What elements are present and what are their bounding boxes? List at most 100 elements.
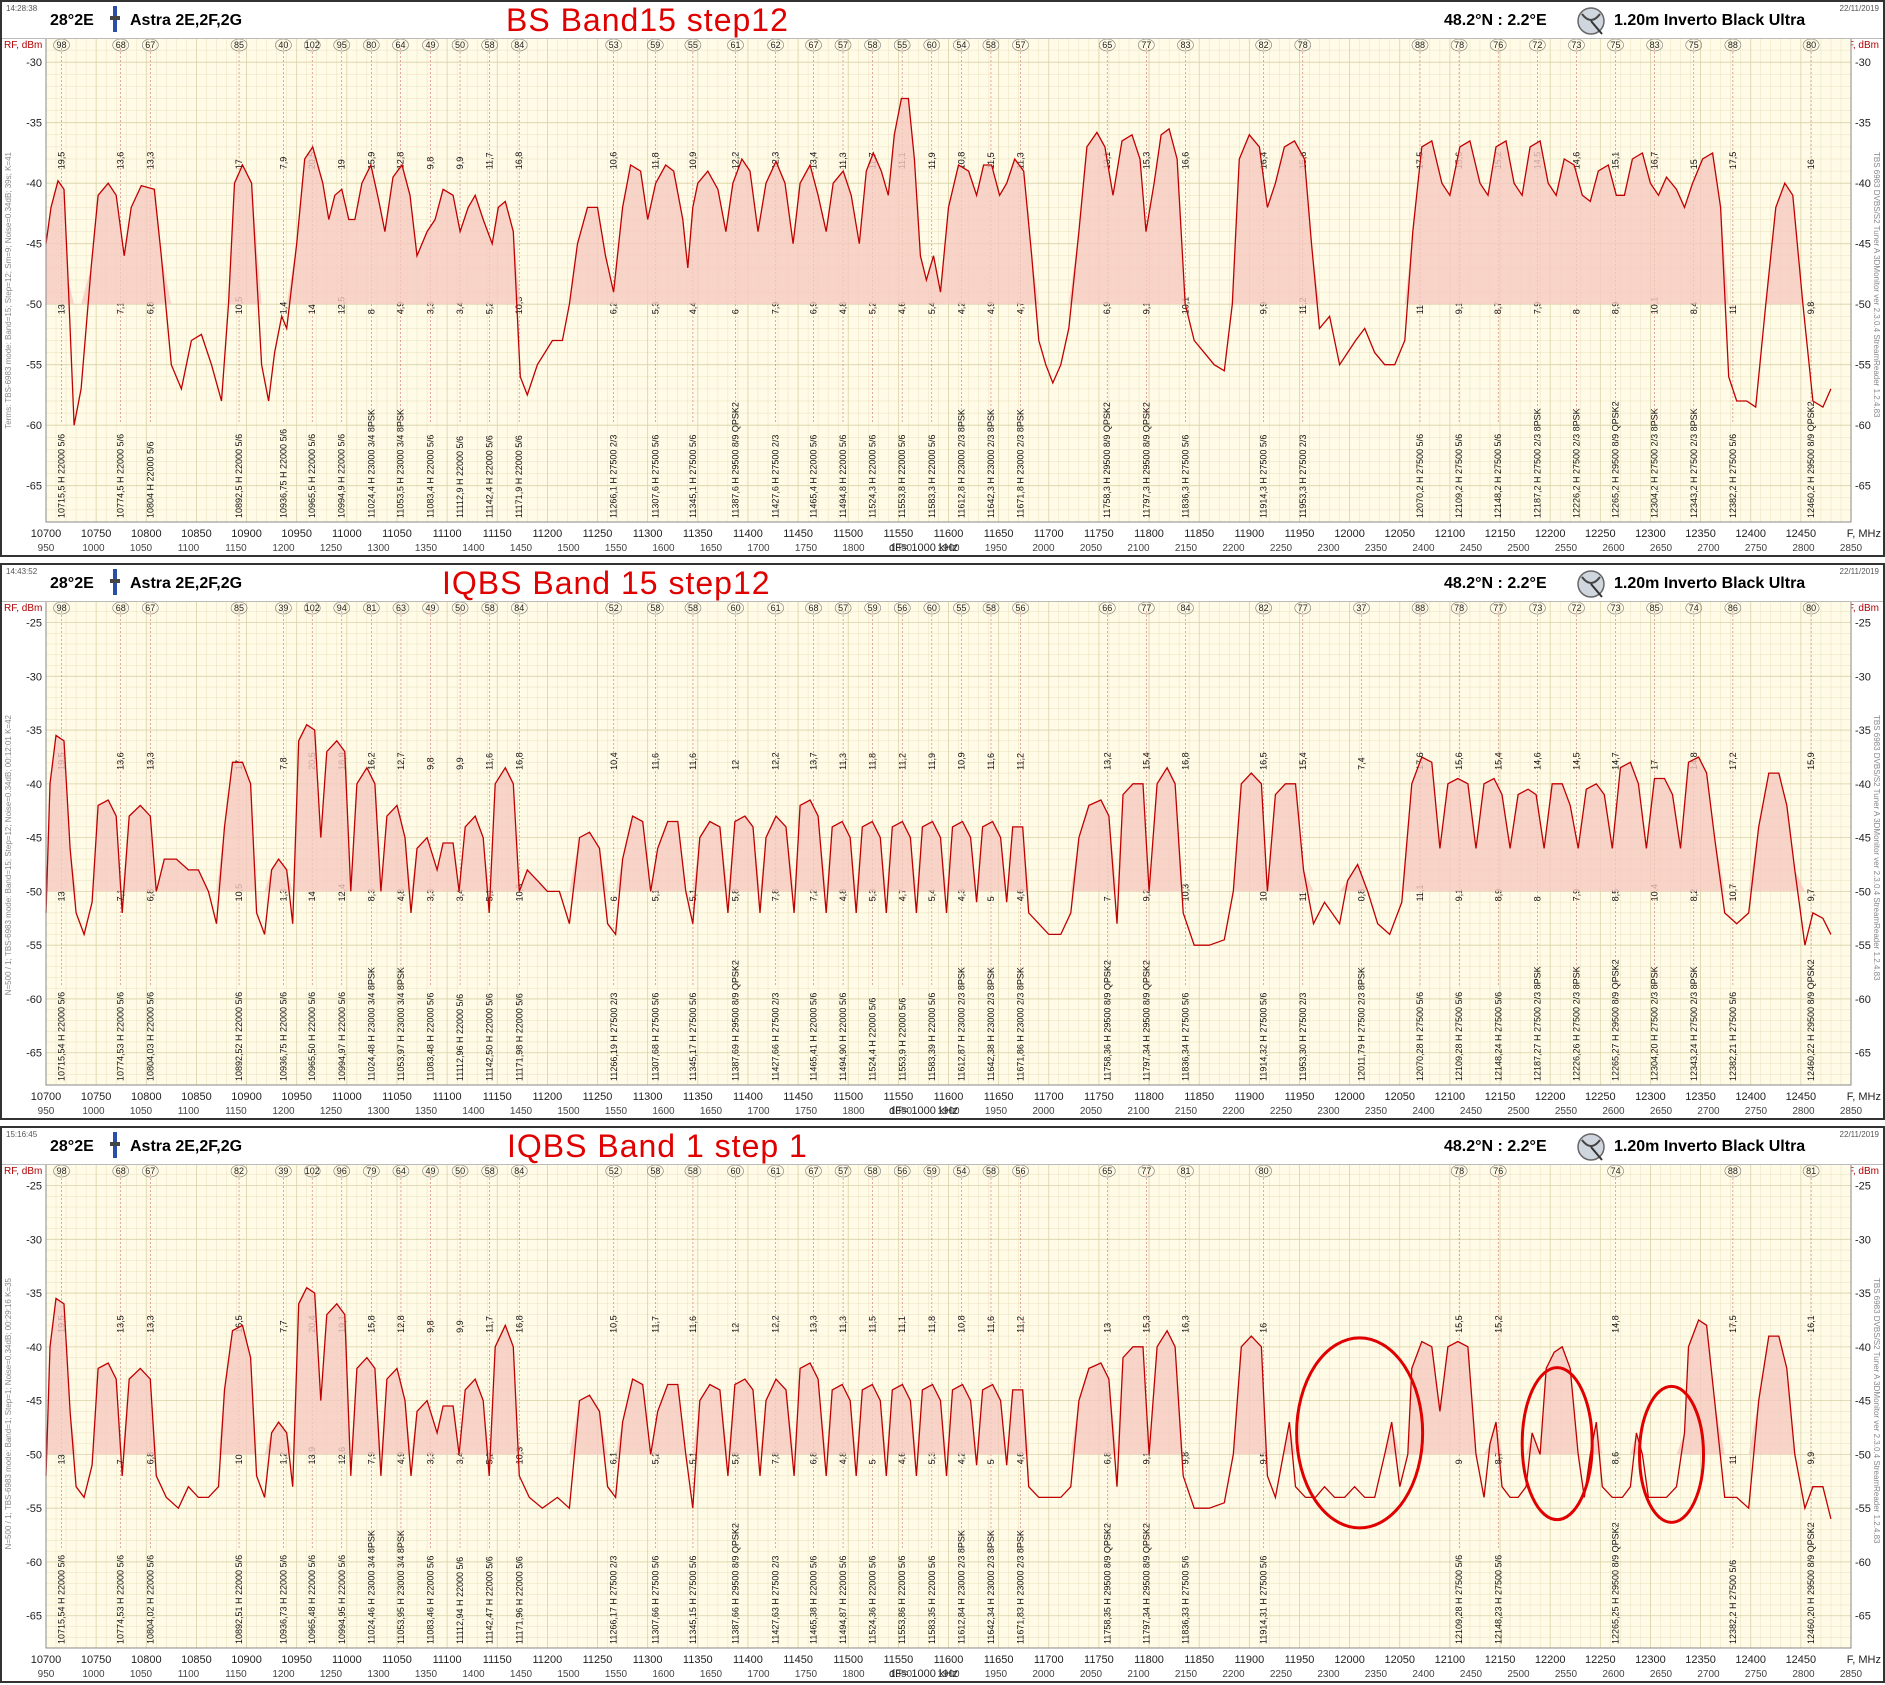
if-tick-label: 2800 [1792, 1669, 1815, 1680]
snr-label: 4,6 [897, 1452, 907, 1465]
transponder-label: 11758,35 H 29500 8/9 QPSK2 [1102, 1523, 1112, 1644]
transponder-label: 11307,6 H 27500 5/6 [650, 435, 660, 518]
highlight-circle [1295, 1336, 1425, 1530]
transponder-label: 11142,47 H 22000 5/6 [485, 1556, 495, 1644]
percent-badge [605, 601, 623, 615]
snr-label: 8,6 [1611, 1452, 1621, 1465]
transponder-label: 11171,9 H 22000 5/6 [514, 435, 524, 518]
freq-tick-label: 11150 [483, 528, 512, 540]
if-tick-label: 1000 [82, 1106, 105, 1117]
transponder-label: 11266,19 H 27500 2/3 [609, 993, 619, 1081]
quality-label: 12,7 [396, 752, 406, 770]
signal-percent-label: 58 [650, 603, 660, 613]
if-tick-label: 1900 [937, 1669, 960, 1680]
if-tick-label: 1050 [130, 543, 153, 554]
if-tick-label: 1500 [557, 1669, 580, 1680]
y-tick-label-right: -35 [1855, 1288, 1871, 1300]
percent-badge [422, 38, 439, 52]
freq-tick-label: 12300 [1635, 1654, 1666, 1666]
signal-percent-label: 80 [366, 40, 376, 50]
transponder-label: 11345,15 H 27500 5/6 [688, 1556, 698, 1644]
percent-badge [275, 1164, 292, 1178]
freq-tick-label: 10850 [181, 1091, 212, 1103]
percent-badge [303, 1164, 321, 1178]
quality-label: 16,3 [1180, 1315, 1190, 1333]
transponder-label: 12109,28 H 27500 5/6 [1454, 1555, 1464, 1644]
if-tick-label: 2450 [1460, 1106, 1483, 1117]
if-tick-label: 1750 [795, 1669, 818, 1680]
snr-label: 10,5 [234, 297, 244, 315]
y-tick-label: -35 [26, 118, 42, 130]
freq-tick-label: 11750 [1084, 528, 1114, 540]
transponder-label: 11758,3 H 29500 8/9 QPSK2 [1102, 402, 1112, 518]
quality-label: 11,2 [1016, 753, 1026, 770]
signal-percent-label: 54 [956, 40, 966, 50]
transponder-label: 12109,2 H 27500 5/6 [1454, 434, 1464, 518]
signal-percent-label: 58 [485, 603, 495, 613]
if-tick-label: 950 [38, 1669, 55, 1680]
y-tick-label: -65 [26, 1611, 42, 1623]
if-tick-label: 2750 [1745, 1669, 1768, 1680]
signal-percent-label: 96 [337, 1166, 347, 1176]
signal-percent-label: 55 [956, 603, 966, 613]
quality-label: 11,3 [838, 753, 848, 770]
if-tick-label: 1800 [842, 1106, 865, 1117]
snr-label: 4,4 [688, 302, 698, 315]
transponder-label: 11427,6 H 27500 2/3 [771, 435, 781, 518]
if-tick-label: 1450 [510, 543, 533, 554]
percent-badge [647, 601, 664, 615]
freq-tick-label: 11350 [683, 528, 713, 540]
freq-tick-label: 12250 [1585, 528, 1616, 540]
signal-percent-label: 57 [1015, 40, 1025, 50]
if-tick-label: 1500 [557, 1106, 580, 1117]
quality-label: 17,2 [1728, 752, 1738, 770]
if-tick-label: 1800 [842, 1669, 865, 1680]
location-coordinates: 48.2°N : 2.2°E [1444, 12, 1547, 29]
transponder-label: 10965,5 H 22000 5/6 [307, 434, 317, 518]
if-tick-label: 1100 [178, 1669, 200, 1680]
snr-label: 8 [1532, 896, 1542, 901]
transponder-label: 12343,2 H 27500 2/3 8PSK [1689, 408, 1699, 518]
snr-label: 5,2 [485, 302, 495, 315]
percent-badge [1529, 38, 1546, 52]
signal-percent-label: 40 [278, 40, 288, 50]
panel-title: IQBS Band 1 step 1 [507, 1128, 808, 1164]
quality-label: 16,4 [1259, 152, 1269, 170]
percent-badge [392, 1164, 410, 1178]
rf-axis-label: RF, dBm [4, 1166, 43, 1177]
snr-label: 5 [986, 1459, 996, 1464]
quality-label: 10,5 [609, 1315, 619, 1333]
if-tick-label: 2200 [1222, 1106, 1245, 1117]
rf-axis-label-right: RF, dBm [1840, 603, 1879, 614]
signal-percent-label: 78 [1454, 40, 1464, 50]
freq-tick-label: 11850 [1184, 528, 1214, 540]
freq-tick-label: 11100 [433, 1091, 462, 1103]
y-tick-label: -45 [26, 239, 42, 251]
dish-icon [1577, 7, 1605, 35]
y-tick-label: -55 [26, 1503, 42, 1515]
transponder-label: 11583,3 H 22000 5/6 [927, 435, 937, 518]
snr-label: 5,1 [650, 889, 660, 902]
quality-label: 15,9 [366, 152, 376, 170]
transponder-label: 11524,36 H 22000 5/6 [868, 1556, 878, 1644]
snr-label: 8,2 [1689, 889, 1699, 902]
transponder-label: 11758,36 H 29500 8/9 QPSK2 [1102, 960, 1112, 1081]
percent-badge [363, 38, 380, 52]
transponder-label: 11053,95 H 23000 3/4 8PSK [396, 1530, 406, 1644]
transponder-label: 12382,2 H 27500 5/6 [1728, 1560, 1738, 1644]
y-tick-label: -45 [26, 1396, 42, 1408]
transponder-label: 11524,4 H 22000 5/6 [868, 998, 878, 1081]
quality-label: 12,8 [396, 1315, 406, 1333]
freq-tick-label: 12100 [1435, 528, 1466, 540]
signal-percent-label: 80 [1259, 1166, 1269, 1176]
transponder-label: 11914,32 H 27500 5/6 [1259, 993, 1269, 1081]
freq-tick-label: 11250 [583, 1654, 613, 1666]
percent-badge [112, 601, 130, 615]
percent-badge [1255, 1164, 1272, 1178]
quality-label: 15,4 [1141, 752, 1151, 770]
y-tick-label-right: -55 [1855, 1503, 1871, 1515]
transponder-label: 10892,51 H 22000 5/6 [234, 1555, 244, 1644]
percent-badge [1646, 38, 1663, 52]
snr-label: 7,8 [771, 1452, 781, 1465]
spectrum-panel: N=500 / 1; TBS-6983 mode: Band=1; Step=1… [0, 1126, 1885, 1683]
